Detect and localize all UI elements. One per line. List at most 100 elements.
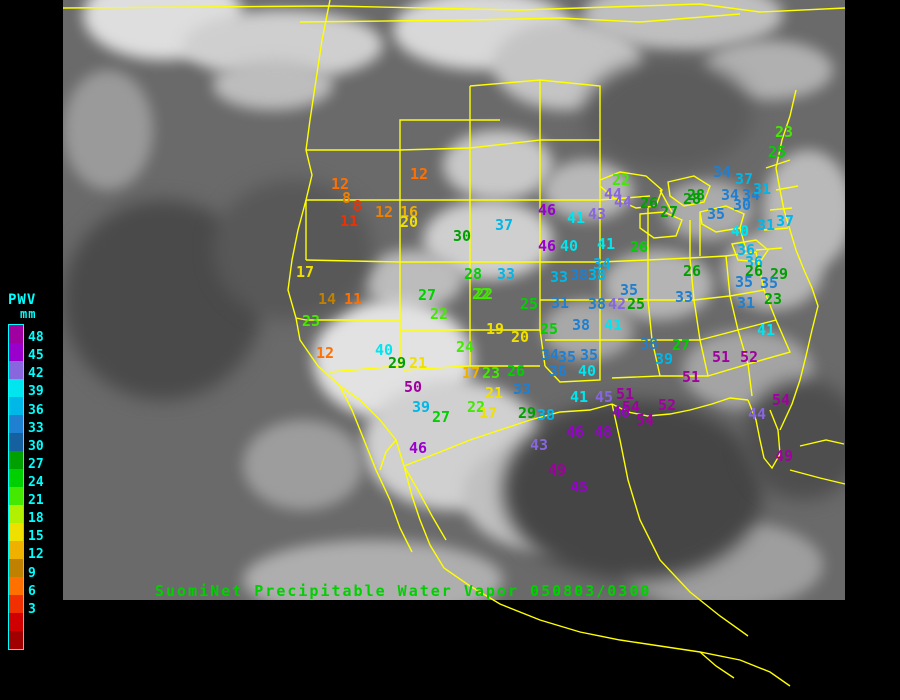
station-value: 37: [495, 216, 514, 234]
station-value: 36: [737, 241, 756, 259]
station-value: 28: [687, 186, 706, 204]
station-value: 23: [302, 312, 321, 330]
station-value: 26: [640, 194, 659, 212]
station-value: 17: [296, 263, 315, 281]
station-value: 41: [757, 321, 776, 339]
station-value: 36: [745, 253, 764, 271]
station-value: 49: [775, 447, 794, 465]
colorbar-tick-24: 24: [28, 475, 44, 490]
station-value: 48: [594, 423, 613, 441]
station-value: 40: [731, 222, 750, 240]
colorbar-swatch-42: [9, 378, 23, 397]
colorbar-swatch-18: [9, 522, 23, 541]
station-value: 23: [775, 123, 794, 141]
station-value: 35: [760, 274, 779, 292]
station-value: 16: [400, 203, 419, 221]
station-value: 29: [388, 354, 407, 372]
colorbar-swatch-30: [9, 450, 23, 469]
colorbar-tick-9: 9: [28, 565, 36, 581]
station-value: 8: [353, 197, 363, 215]
station-value: 23: [482, 364, 501, 382]
station-value: 12: [331, 175, 350, 193]
colorbar-tick-42: 42: [28, 366, 44, 382]
station-value: 34: [742, 186, 761, 204]
station-value: 29: [770, 265, 789, 283]
station-value: 26: [630, 238, 649, 256]
station-value: 38: [570, 266, 589, 284]
station-value: 41: [567, 209, 586, 227]
colorbar-swatch-12: [9, 558, 23, 577]
station-value: 20: [511, 328, 530, 346]
station-value: 35: [620, 281, 639, 299]
station-value: 22: [612, 171, 631, 189]
map-title: SuomiNet Precipitable Water Vapor 050803…: [155, 582, 652, 600]
station-value: 44: [604, 185, 623, 203]
station-value: 35: [580, 346, 599, 364]
station-value: 38: [588, 295, 607, 313]
colorbar-swatch-39: [9, 396, 23, 415]
station-value: 30: [453, 227, 472, 245]
station-value: 33: [513, 380, 532, 398]
colorbar-swatch-0: [9, 630, 23, 649]
station-value: 51: [712, 348, 731, 366]
station-value: 34: [721, 186, 740, 204]
station-value: 46: [566, 423, 585, 441]
station-value: 11: [344, 290, 363, 308]
station-value: 35: [707, 205, 726, 223]
colorbar-units-label: mm: [20, 307, 37, 321]
station-value: 29: [518, 404, 537, 422]
station-value: 35: [735, 273, 754, 291]
station-value: 46: [538, 201, 557, 219]
station-value: 43: [588, 205, 607, 223]
station-value: 25: [540, 320, 559, 338]
station-value: 38: [572, 316, 591, 334]
station-value: 39: [655, 350, 674, 368]
station-value: 54: [622, 398, 641, 416]
station-value: 46: [409, 439, 428, 457]
station-value: 35: [558, 348, 577, 366]
colorbar-swatch-15: [9, 540, 23, 559]
station-value: 34: [541, 346, 560, 364]
station-value: 24: [456, 338, 475, 356]
station-value: 54: [772, 391, 791, 409]
station-value: 12: [375, 203, 394, 221]
station-value: 50: [404, 378, 423, 396]
station-value: 51: [616, 385, 635, 403]
station-value: 27: [672, 336, 691, 354]
station-value: 27: [660, 203, 679, 221]
station-value: 21: [409, 354, 428, 372]
colorbar-swatch-24: [9, 486, 23, 505]
station-value: 26: [507, 362, 526, 380]
station-value: 40: [375, 341, 394, 359]
station-value: 20: [400, 213, 419, 231]
station-value: 38: [537, 406, 556, 424]
colorbar-tick-21: 21: [28, 493, 44, 509]
station-value: 45: [570, 478, 589, 496]
station-value: 44: [748, 405, 767, 423]
station-value: 31: [737, 294, 756, 312]
station-value: 25: [627, 295, 646, 313]
station-value: 46: [538, 237, 557, 255]
colorbar-swatch-48: [9, 342, 23, 361]
station-value: 26: [745, 262, 764, 280]
station-value: 40: [560, 237, 579, 255]
station-value: 28: [683, 190, 702, 208]
station-value: 38: [588, 266, 607, 284]
station-value: 49: [548, 461, 567, 479]
station-value: 19: [486, 320, 505, 338]
station-value: 54: [636, 411, 655, 429]
colorbar-swatch-9: [9, 576, 23, 595]
station-value: 23: [764, 290, 783, 308]
colorbar-swatches: [8, 324, 24, 650]
station-value: 11: [340, 212, 359, 230]
station-value: 33: [497, 265, 516, 283]
colorbar-swatch-21: [9, 504, 23, 523]
station-value: 12: [410, 165, 429, 183]
station-value: 25: [768, 143, 787, 161]
station-value: 17: [479, 404, 498, 422]
station-value: 45: [595, 388, 614, 406]
colorbar-variable-label: PWV: [8, 292, 37, 308]
station-value: 41: [570, 388, 589, 406]
station-value: 41: [597, 235, 616, 253]
colorbar-tick-12: 12: [28, 547, 44, 563]
